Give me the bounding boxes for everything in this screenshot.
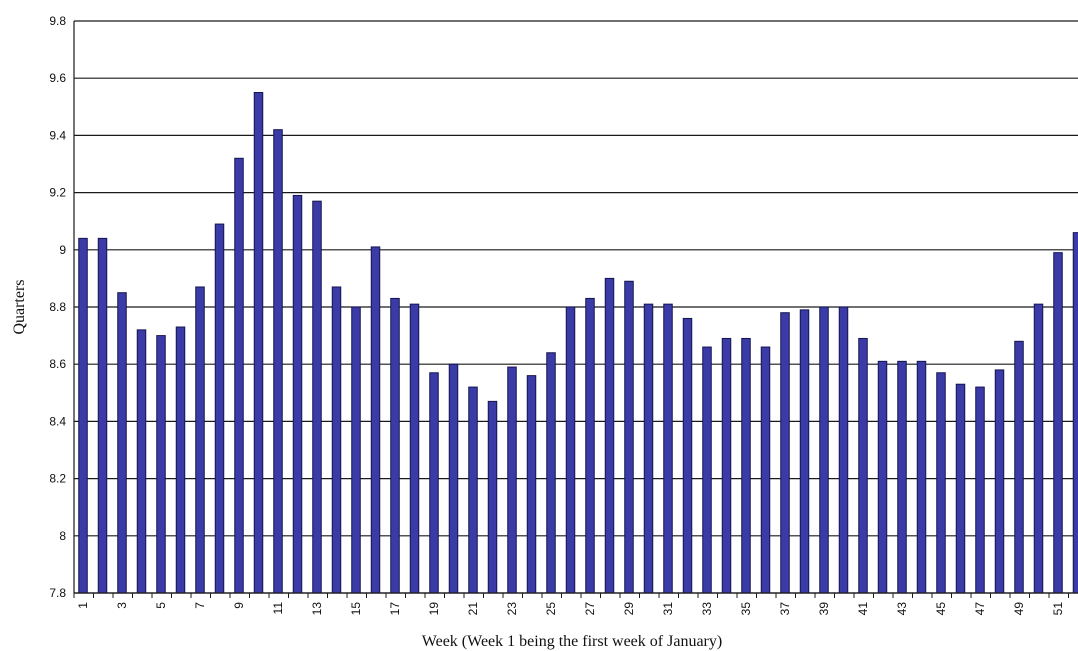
bar — [643, 303, 654, 594]
bar — [526, 375, 537, 594]
bar — [214, 223, 225, 594]
bar — [390, 297, 400, 594]
bar — [156, 335, 166, 594]
x-tick-label: 9 — [232, 602, 246, 609]
bar — [799, 309, 810, 594]
x-tick-label: 7 — [193, 602, 207, 609]
y-tick-label: 9.8 — [49, 14, 66, 28]
x-tick-label: 27 — [583, 602, 597, 616]
x-tick-label: 39 — [817, 602, 831, 616]
y-tick-label: 8.6 — [49, 357, 66, 371]
bar — [877, 360, 888, 594]
bar — [1033, 303, 1044, 594]
bar — [721, 337, 732, 594]
bar — [565, 306, 576, 594]
bar — [292, 194, 303, 594]
x-tick-label: 29 — [622, 602, 636, 616]
y-tick-label: 8.4 — [49, 414, 66, 428]
x-tick-label: 3 — [115, 602, 129, 609]
bar — [234, 157, 244, 594]
x-tick-label: 43 — [895, 602, 909, 616]
bar — [1053, 252, 1063, 594]
x-tick-label: 31 — [661, 602, 675, 616]
x-tick-label: 5 — [154, 602, 168, 609]
bar — [175, 326, 186, 594]
y-tick-labels: 7.8 8 8.2 8.4 8.6 8.8 9 9.2 9.4 9.6 9.8 — [49, 14, 66, 600]
x-tick-label: 33 — [700, 602, 714, 616]
bar — [1014, 340, 1024, 594]
x-tick-label: 41 — [856, 602, 870, 616]
bar — [760, 346, 771, 594]
bar — [351, 306, 361, 594]
bar — [429, 372, 439, 594]
bar — [136, 329, 147, 594]
x-tick-label: 17 — [388, 602, 402, 616]
bar — [1072, 232, 1078, 594]
bar — [448, 363, 459, 594]
bar — [780, 312, 790, 594]
bar — [858, 337, 868, 594]
bar — [546, 352, 556, 594]
bar — [916, 360, 927, 594]
bar — [507, 366, 517, 594]
y-tick-label: 8.2 — [49, 472, 66, 486]
y-tick-label: 8.8 — [49, 300, 66, 314]
bar — [487, 400, 498, 594]
x-tick-label: 49 — [1012, 602, 1026, 616]
bar — [975, 386, 985, 594]
bar — [273, 129, 283, 594]
bar — [994, 369, 1005, 594]
bar — [624, 280, 634, 594]
x-tick-label: 15 — [349, 602, 363, 616]
x-tick-labels: 1 3 5 7 9 11 13 15 17 19 21 23 25 27 29 31 33 35 37 39 41 43 4… — [76, 602, 1065, 616]
y-tick-label: 8 — [59, 529, 66, 543]
x-tick-label: 35 — [739, 602, 753, 616]
x-tick-label: 21 — [466, 602, 480, 616]
x-tick-label: 47 — [973, 602, 987, 616]
bar — [604, 277, 615, 594]
bar — [195, 286, 205, 594]
bar — [312, 200, 322, 594]
gridlines — [74, 20, 1078, 594]
bar — [936, 372, 946, 594]
bar — [370, 246, 381, 594]
bar — [955, 383, 966, 594]
bar — [409, 303, 420, 594]
bar — [585, 297, 595, 594]
x-tick-label: 1 — [76, 602, 90, 609]
bar — [117, 292, 127, 594]
y-tick-label: 9.2 — [49, 186, 66, 200]
x-axis-title: Week (Week 1 being the first week of Jan… — [422, 633, 722, 650]
bar — [97, 237, 108, 594]
bar — [331, 286, 342, 594]
x-tick-label: 25 — [544, 602, 558, 616]
axes — [73, 21, 1078, 598]
bar — [741, 337, 751, 594]
x-tick-label: 19 — [427, 602, 441, 616]
bar — [78, 237, 88, 594]
bar — [897, 360, 907, 594]
bar — [663, 303, 673, 594]
y-tick-label: 9.6 — [49, 71, 66, 85]
bar — [702, 346, 712, 594]
y-axis-title: Quarters — [11, 279, 28, 334]
y-tick-label: 7.8 — [49, 586, 66, 600]
bar — [468, 386, 478, 594]
x-tick-label: 51 — [1051, 602, 1065, 616]
x-tick-label: 11 — [271, 602, 285, 615]
x-tick-label: 13 — [310, 602, 324, 616]
x-tick-label: 37 — [778, 602, 792, 616]
bar — [838, 306, 849, 594]
y-tick-label: 9.4 — [49, 128, 66, 142]
bars — [78, 92, 1078, 594]
y-tick-label: 9 — [59, 243, 66, 257]
bar — [819, 306, 829, 594]
x-tick-label: 23 — [505, 602, 519, 616]
bar — [682, 317, 693, 594]
x-tick-label: 45 — [934, 602, 948, 616]
bar — [253, 92, 264, 594]
